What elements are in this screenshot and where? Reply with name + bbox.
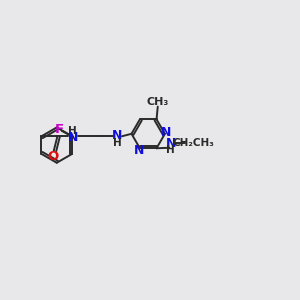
Text: N: N: [161, 126, 172, 139]
Text: N: N: [134, 144, 145, 157]
Text: CH₃: CH₃: [147, 98, 169, 107]
Text: N: N: [166, 137, 176, 150]
Text: N: N: [112, 129, 122, 142]
Text: H: H: [167, 145, 175, 155]
Text: CH₂CH₃: CH₂CH₃: [173, 138, 215, 148]
Text: F: F: [55, 123, 64, 136]
Text: N: N: [68, 131, 78, 144]
Text: O: O: [48, 150, 59, 163]
Text: H: H: [68, 126, 77, 136]
Text: H: H: [113, 138, 122, 148]
